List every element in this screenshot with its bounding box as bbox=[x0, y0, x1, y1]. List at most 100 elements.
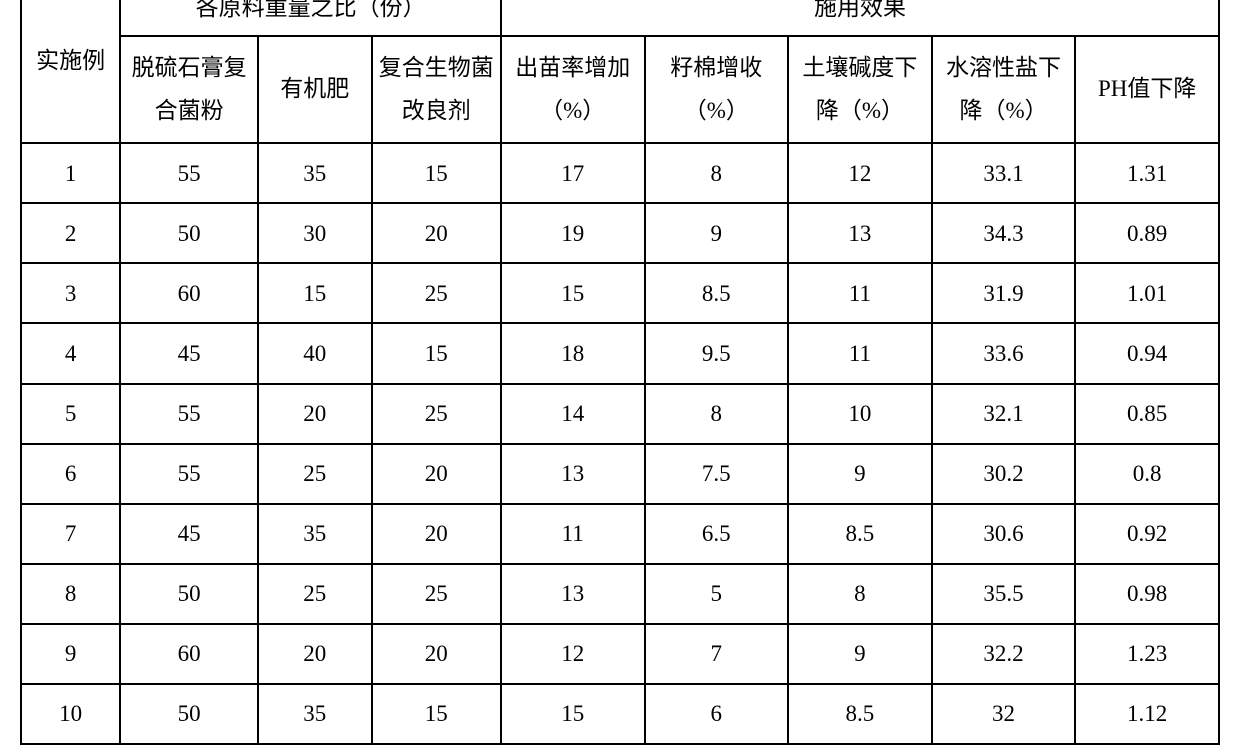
cell-c2: 20 bbox=[258, 624, 372, 684]
cell-c6: 12 bbox=[788, 143, 932, 203]
cell-c4: 11 bbox=[501, 504, 645, 564]
header-col-c2: 有机肥 bbox=[258, 36, 372, 143]
table-row: 6552520137.5930.20.8 bbox=[21, 444, 1219, 504]
cell-c2: 25 bbox=[258, 444, 372, 504]
table-row: 25030201991334.30.89 bbox=[21, 203, 1219, 263]
cell-c3: 25 bbox=[372, 384, 501, 444]
cell-c5: 8.5 bbox=[645, 263, 789, 323]
cell-c5: 8 bbox=[645, 143, 789, 203]
table-row: 9602020127932.21.23 bbox=[21, 624, 1219, 684]
cell-c1: 55 bbox=[120, 143, 258, 203]
cell-c7: 34.3 bbox=[932, 203, 1076, 263]
cell-c8: 0.94 bbox=[1075, 323, 1219, 383]
header-group-effects: 施用效果 bbox=[501, 0, 1219, 36]
cell-c4: 12 bbox=[501, 624, 645, 684]
cell-c1: 55 bbox=[120, 444, 258, 504]
cell-c7: 30.2 bbox=[932, 444, 1076, 504]
cell-c7: 30.6 bbox=[932, 504, 1076, 564]
cell-c7: 32 bbox=[932, 684, 1076, 744]
cell-c3: 20 bbox=[372, 624, 501, 684]
cell-n: 4 bbox=[21, 323, 120, 383]
cell-n: 8 bbox=[21, 564, 120, 624]
table-row: 3601525158.51131.91.01 bbox=[21, 263, 1219, 323]
cell-c6: 8.5 bbox=[788, 504, 932, 564]
cell-c7: 33.1 bbox=[932, 143, 1076, 203]
cell-c4: 13 bbox=[501, 564, 645, 624]
cell-c8: 0.92 bbox=[1075, 504, 1219, 564]
cell-c1: 50 bbox=[120, 203, 258, 263]
cell-n: 5 bbox=[21, 384, 120, 444]
cell-c7: 32.2 bbox=[932, 624, 1076, 684]
cell-c6: 10 bbox=[788, 384, 932, 444]
cell-c6: 8 bbox=[788, 564, 932, 624]
cell-c2: 15 bbox=[258, 263, 372, 323]
cell-c4: 14 bbox=[501, 384, 645, 444]
table-row: 105035151568.5321.12 bbox=[21, 684, 1219, 744]
cell-c3: 20 bbox=[372, 203, 501, 263]
header-col-c4: 出苗率增加（%） bbox=[501, 36, 645, 143]
cell-c6: 13 bbox=[788, 203, 932, 263]
cell-c1: 50 bbox=[120, 564, 258, 624]
cell-c1: 60 bbox=[120, 624, 258, 684]
cell-c8: 1.12 bbox=[1075, 684, 1219, 744]
header-col-c8: PH值下降 bbox=[1075, 36, 1219, 143]
data-table: 实施例 各原料重量之比（份） 施用效果 脱硫石膏复合菌粉 有机肥 复合生物菌改良… bbox=[20, 0, 1220, 745]
cell-c8: 1.31 bbox=[1075, 143, 1219, 203]
cell-c1: 60 bbox=[120, 263, 258, 323]
cell-n: 1 bbox=[21, 143, 120, 203]
header-group-ingredients: 各原料重量之比（份） bbox=[120, 0, 501, 36]
table-header-row-1: 实施例 各原料重量之比（份） 施用效果 bbox=[21, 0, 1219, 36]
table-row: 4454015189.51133.60.94 bbox=[21, 323, 1219, 383]
cell-c3: 20 bbox=[372, 444, 501, 504]
cell-c6: 9 bbox=[788, 444, 932, 504]
cell-c5: 6.5 bbox=[645, 504, 789, 564]
table-body: 15535151781233.11.3125030201991334.30.89… bbox=[21, 143, 1219, 744]
cell-c2: 35 bbox=[258, 504, 372, 564]
header-col-c1: 脱硫石膏复合菌粉 bbox=[120, 36, 258, 143]
cell-c2: 20 bbox=[258, 384, 372, 444]
table-row: 7453520116.58.530.60.92 bbox=[21, 504, 1219, 564]
cell-c1: 45 bbox=[120, 323, 258, 383]
cell-n: 10 bbox=[21, 684, 120, 744]
cell-c5: 7.5 bbox=[645, 444, 789, 504]
cell-c6: 8.5 bbox=[788, 684, 932, 744]
cell-c2: 25 bbox=[258, 564, 372, 624]
table-header-row-2: 脱硫石膏复合菌粉 有机肥 复合生物菌改良剂 出苗率增加（%） 籽棉增收（%） 土… bbox=[21, 36, 1219, 143]
header-col-c5: 籽棉增收（%） bbox=[645, 36, 789, 143]
table-header: 实施例 各原料重量之比（份） 施用效果 脱硫石膏复合菌粉 有机肥 复合生物菌改良… bbox=[21, 0, 1219, 143]
cell-n: 6 bbox=[21, 444, 120, 504]
cell-c7: 35.5 bbox=[932, 564, 1076, 624]
cell-c1: 50 bbox=[120, 684, 258, 744]
cell-n: 3 bbox=[21, 263, 120, 323]
cell-c3: 20 bbox=[372, 504, 501, 564]
cell-c8: 0.8 bbox=[1075, 444, 1219, 504]
cell-c2: 35 bbox=[258, 684, 372, 744]
cell-c5: 9.5 bbox=[645, 323, 789, 383]
header-col-c6: 土壤碱度下降（%） bbox=[788, 36, 932, 143]
cell-c3: 15 bbox=[372, 143, 501, 203]
cell-c1: 55 bbox=[120, 384, 258, 444]
cell-c2: 30 bbox=[258, 203, 372, 263]
cell-c7: 31.9 bbox=[932, 263, 1076, 323]
cell-c6: 9 bbox=[788, 624, 932, 684]
table-row: 55520251481032.10.85 bbox=[21, 384, 1219, 444]
cell-c8: 0.89 bbox=[1075, 203, 1219, 263]
cell-c7: 32.1 bbox=[932, 384, 1076, 444]
cell-c5: 9 bbox=[645, 203, 789, 263]
header-example-no: 实施例 bbox=[21, 0, 120, 143]
data-table-container: 实施例 各原料重量之比（份） 施用效果 脱硫石膏复合菌粉 有机肥 复合生物菌改良… bbox=[20, 0, 1220, 745]
header-col-c3: 复合生物菌改良剂 bbox=[372, 36, 501, 143]
cell-c4: 15 bbox=[501, 684, 645, 744]
cell-c8: 1.23 bbox=[1075, 624, 1219, 684]
cell-c5: 8 bbox=[645, 384, 789, 444]
cell-c4: 18 bbox=[501, 323, 645, 383]
cell-c6: 11 bbox=[788, 323, 932, 383]
table-row: 15535151781233.11.31 bbox=[21, 143, 1219, 203]
cell-c4: 19 bbox=[501, 203, 645, 263]
cell-c4: 15 bbox=[501, 263, 645, 323]
cell-n: 7 bbox=[21, 504, 120, 564]
header-col-c7: 水溶性盐下降（%） bbox=[932, 36, 1076, 143]
cell-c3: 25 bbox=[372, 564, 501, 624]
cell-c3: 25 bbox=[372, 263, 501, 323]
cell-c8: 1.01 bbox=[1075, 263, 1219, 323]
